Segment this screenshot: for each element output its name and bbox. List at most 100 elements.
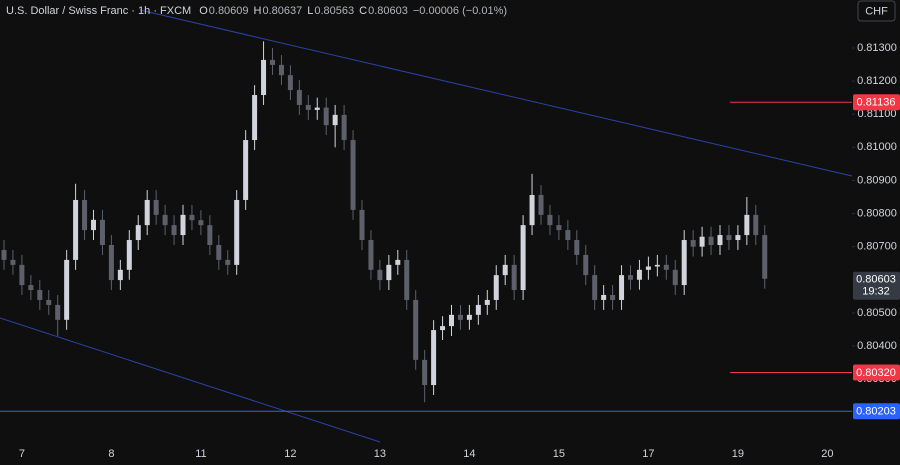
price-tag — [853, 94, 900, 111]
candle-body — [681, 240, 687, 286]
candle-body — [368, 240, 374, 270]
candle-body — [619, 275, 625, 300]
candle-body — [744, 214, 750, 236]
candle-body — [628, 275, 633, 280]
candle-body — [126, 240, 132, 270]
candle-body — [225, 259, 231, 265]
candle-body — [556, 225, 562, 231]
y-tick-label: 0.80700 — [857, 241, 897, 253]
candle-body — [708, 236, 714, 245]
candle-body — [37, 290, 43, 300]
candle-body — [663, 264, 669, 270]
last-price-label: 0.80603 — [856, 274, 896, 286]
candle-body — [645, 266, 651, 270]
ohlc-key: O — [199, 5, 208, 17]
candle-body — [234, 199, 240, 265]
candle-body — [99, 219, 105, 245]
plot-area — [0, 41, 852, 412]
candle-body — [287, 75, 293, 91]
candle-body — [672, 269, 678, 286]
candle-body — [252, 95, 258, 141]
candle-body — [610, 294, 616, 300]
currency-label[interactable]: CHF — [865, 5, 888, 17]
candle-body — [198, 220, 204, 226]
candle-body — [10, 259, 16, 265]
candle-body — [413, 299, 419, 360]
candle-body — [73, 199, 79, 260]
ohlc-key: C — [359, 5, 367, 17]
candle-body — [565, 230, 571, 241]
trendline — [139, 9, 853, 177]
y-tick-label: 0.80900 — [857, 174, 897, 186]
candle-body — [153, 199, 159, 215]
ohlc-key: H — [254, 5, 262, 17]
y-tick-label: 0.80500 — [857, 307, 897, 319]
candle-body — [547, 214, 553, 226]
candle-body — [484, 299, 490, 305]
price-tag — [853, 403, 900, 420]
candle-body — [529, 195, 535, 226]
candle-body — [108, 244, 114, 281]
candle-body — [502, 264, 508, 276]
price-tag-label: 0.80203 — [856, 406, 896, 418]
x-tick-label: 11 — [195, 448, 206, 460]
y-tick-label: 0.81000 — [857, 141, 897, 153]
candle-body — [574, 240, 580, 255]
x-tick-label: 15 — [553, 448, 565, 460]
price-tag-label: 0.80320 — [856, 367, 896, 379]
candle-body — [493, 275, 499, 300]
candle-body — [431, 330, 437, 386]
candle-body — [520, 225, 526, 291]
candle-body — [583, 254, 589, 276]
candle-body — [91, 219, 96, 231]
ohlc-value: 0.80637 — [262, 5, 302, 17]
candle-body — [64, 259, 70, 320]
x-tick-label: 14 — [463, 448, 475, 460]
candle-body — [359, 209, 365, 241]
candle-body — [207, 225, 213, 245]
x-tick-label: 12 — [284, 448, 296, 460]
candle-body — [511, 264, 517, 291]
y-tick-label: 0.80800 — [857, 207, 897, 219]
x-tick-label: 20 — [821, 448, 833, 460]
candle-body — [466, 314, 472, 320]
x-tick-label: 13 — [374, 448, 386, 460]
currency-button[interactable] — [857, 0, 896, 22]
candle-body — [180, 214, 186, 236]
y-tick-label: 0.81200 — [857, 75, 897, 87]
candle-body — [19, 264, 25, 286]
last-price-tag — [853, 271, 900, 300]
candle-body — [135, 225, 141, 241]
candle-body — [332, 114, 338, 126]
price-tag-label: 0.81136 — [857, 97, 896, 109]
x-tick-label: 7 — [19, 448, 25, 460]
candle-body — [144, 199, 150, 226]
price-tag — [853, 364, 900, 381]
candle-body — [305, 104, 311, 110]
y-tick-label: 0.80400 — [857, 340, 897, 352]
candle-body — [323, 107, 329, 126]
y-tick-label: 0.81100 — [858, 108, 897, 120]
ohlc-value: 0.80563 — [314, 5, 354, 17]
candle-body — [28, 285, 34, 291]
ohlc-value: 0.80603 — [368, 5, 408, 17]
candle-body — [278, 64, 284, 76]
ohlc-key: L — [307, 5, 313, 17]
candle-body — [762, 235, 768, 279]
candle-body — [699, 236, 705, 247]
candle-body — [350, 140, 356, 210]
candle-body — [296, 90, 302, 105]
candle-body — [654, 264, 660, 267]
candle-body — [735, 235, 741, 241]
candle-body — [395, 259, 401, 265]
x-tick-label: 8 — [108, 448, 114, 460]
candle-body — [592, 275, 598, 300]
candle-body — [386, 264, 392, 281]
candle-body — [261, 59, 267, 96]
price-axis: 0.803000.804000.805000.807000.808000.809… — [852, 42, 900, 420]
ohlc-value: 0.80609 — [209, 5, 249, 17]
